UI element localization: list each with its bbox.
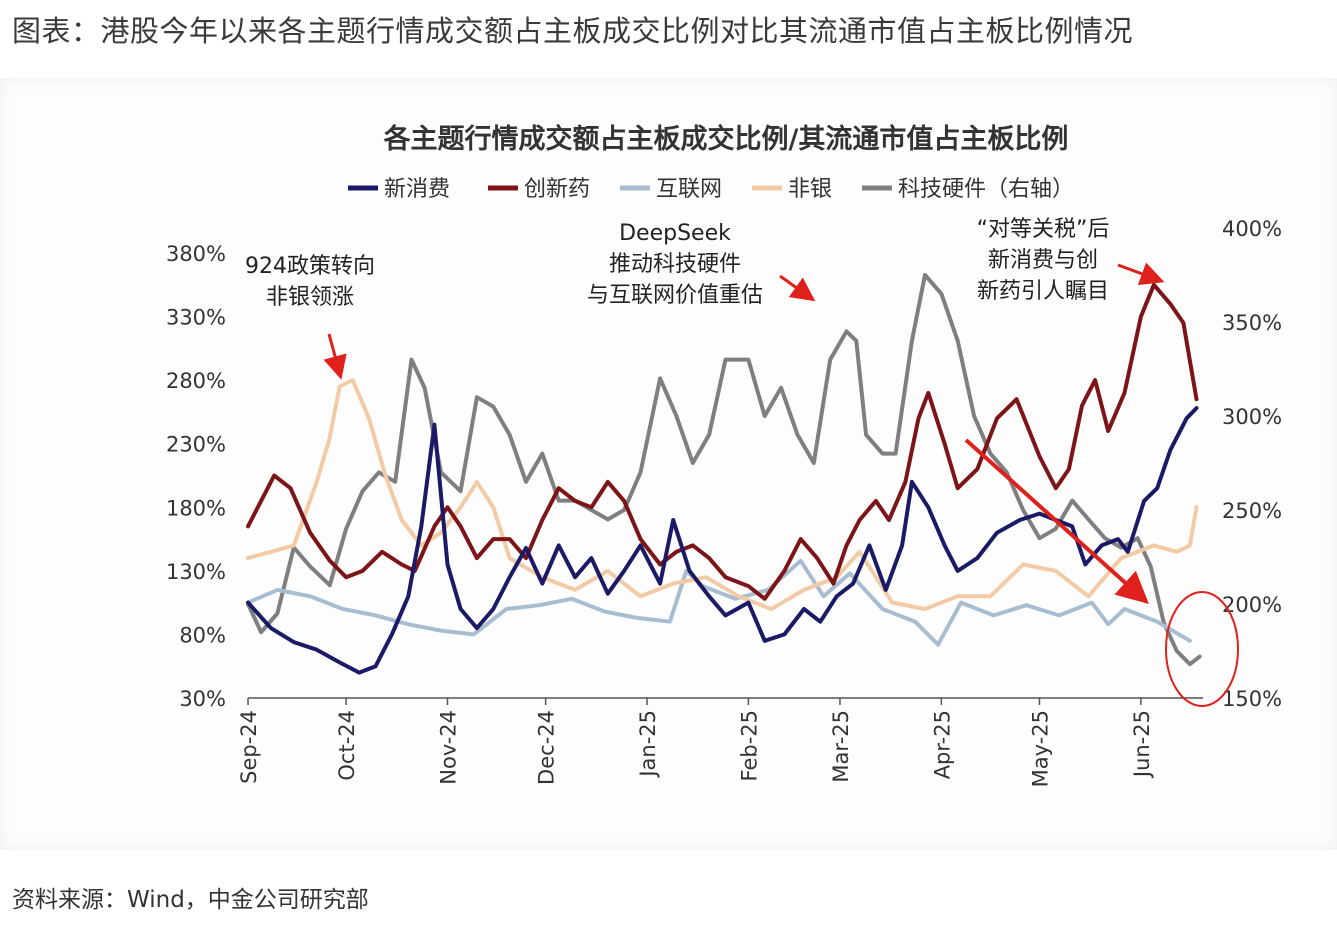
annotation-text: 与互联网价值重估 xyxy=(587,283,763,308)
legend-label: 科技硬件（右轴） xyxy=(898,177,1074,202)
chart-panel: 各主题行情成交额占主板成交比例/其流通市值占主板比例 新消费 创新药 互联网 非银 科技… xyxy=(0,78,1337,850)
series-line-1 xyxy=(246,406,1199,675)
legend-label: 创新药 xyxy=(524,177,590,202)
annotation-arrow xyxy=(323,333,347,380)
x-tick-label: Oct-24 xyxy=(335,710,359,781)
left-tick-label: 180% xyxy=(166,496,226,520)
x-tick-label: Dec-24 xyxy=(535,710,559,785)
legend: 新消费 创新药 互联网 非银 科技硬件（右轴） xyxy=(348,177,1074,202)
right-tick-label: 250% xyxy=(1222,499,1282,523)
right-y-axis: 150% 200% 250% 300% 350% 400% xyxy=(1222,217,1282,711)
x-tick-label: Jan-25 xyxy=(636,710,660,779)
x-tick-label: Apr-25 xyxy=(930,710,954,779)
series-line-3 xyxy=(246,558,1192,647)
annotation-text: 新消费与创 xyxy=(988,248,1098,273)
left-tick-label: 230% xyxy=(166,433,226,457)
x-axis: Sep-24 Oct-24 Nov-24 Dec-24 Jan-25 Feb-25 Mar-… xyxy=(237,697,1203,787)
x-tick-label: Jun-25 xyxy=(1130,710,1154,779)
annotation-text: 924政策转向 xyxy=(245,254,375,279)
annotation-text: 推动科技硬件 xyxy=(609,252,741,277)
legend-label: 非银 xyxy=(788,177,832,202)
annotation-text: 非银领涨 xyxy=(266,285,354,310)
left-tick-label: 380% xyxy=(166,242,226,266)
series-line-5 xyxy=(246,273,1202,667)
right-tick-label: 200% xyxy=(1222,593,1282,617)
series-layer xyxy=(246,273,1202,675)
left-tick-label: 80% xyxy=(179,623,226,647)
right-tick-label: 150% xyxy=(1222,687,1282,711)
series-line-4 xyxy=(246,378,1199,611)
left-tick-label: 130% xyxy=(166,560,226,584)
x-tick-label: Nov-24 xyxy=(437,710,461,785)
chart-title: 各主题行情成交额占主板成交比例/其流通市值占主板比例 xyxy=(383,123,1069,155)
highlight-circle xyxy=(1165,591,1239,707)
series-line-2 xyxy=(246,282,1199,601)
annotation-text: “对等关税”后 xyxy=(977,217,1110,242)
right-tick-label: 350% xyxy=(1222,311,1282,335)
left-tick-label: 330% xyxy=(166,306,226,330)
legend-label: 新消费 xyxy=(384,177,450,202)
annotation-arrow xyxy=(964,438,1149,605)
page-header: 图表：港股今年以来各主题行情成交额占主板成交比例对比其流通市值占主板比例情况 xyxy=(12,14,1134,48)
left-tick-label: 30% xyxy=(179,687,226,711)
annotation-text: DeepSeek xyxy=(619,221,731,246)
x-tick-label: Mar-25 xyxy=(829,710,853,783)
legend-label: 互联网 xyxy=(656,177,722,202)
left-y-axis: 30% 80% 130% 180% 230% 280% 330% 380% xyxy=(166,242,226,711)
left-tick-label: 280% xyxy=(166,369,226,393)
annotation-arrow xyxy=(779,274,816,302)
x-tick-label: Feb-25 xyxy=(737,710,761,781)
page-footer: 资料来源：Wind，中金公司研究部 xyxy=(12,887,369,913)
right-tick-label: 400% xyxy=(1222,217,1282,241)
x-tick-label: May-25 xyxy=(1028,710,1052,787)
chart-svg: 各主题行情成交额占主板成交比例/其流通市值占主板比例 新消费 创新药 互联网 非银 科技… xyxy=(166,123,1282,787)
annotation-text: 新药引人瞩目 xyxy=(977,279,1109,304)
x-tick-label: Sep-24 xyxy=(237,710,261,784)
annotation-arrow xyxy=(1117,262,1165,286)
right-tick-label: 300% xyxy=(1222,405,1282,429)
